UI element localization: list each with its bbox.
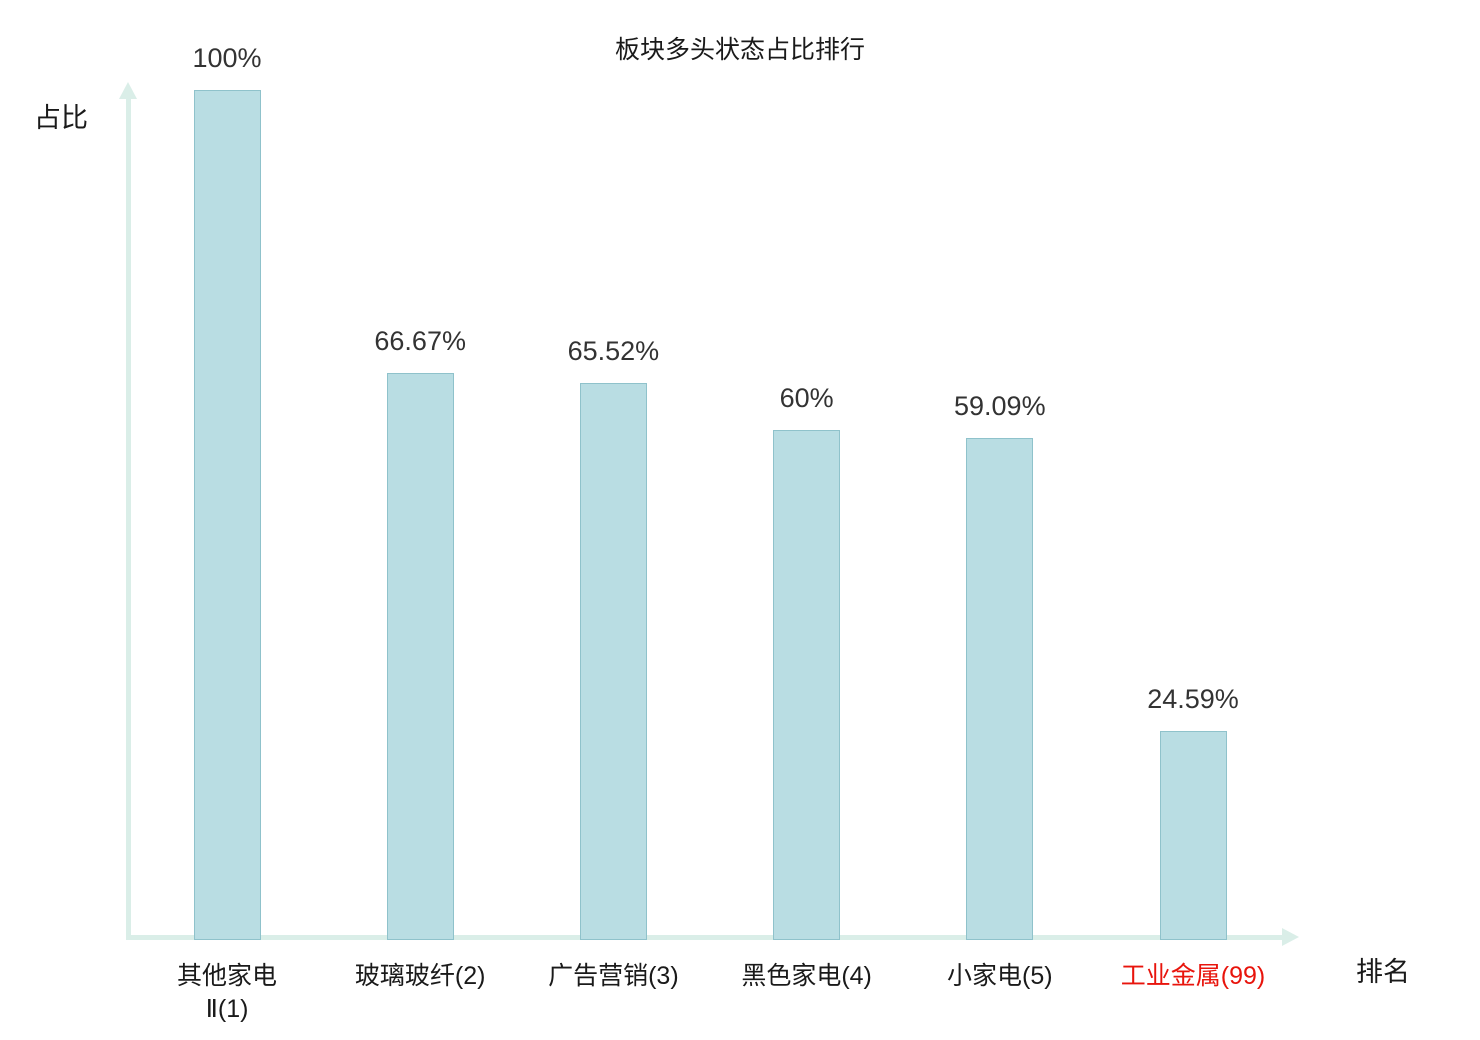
x-axis-line [126, 935, 1284, 940]
bar-category-label: 玻璃玻纤(2) [354, 962, 486, 990]
x-axis-label: 排名 [1356, 957, 1410, 987]
y-axis-arrow-icon [119, 82, 137, 99]
bar [193, 90, 261, 940]
bar-value-label: 60% [779, 383, 834, 413]
bar-value-label: 59.09% [954, 391, 1046, 421]
bar-category-label: 其他家电 Ⅱ(1) [176, 962, 277, 1023]
y-axis-label: 占比 [34, 103, 88, 133]
bar [386, 373, 454, 940]
bar [773, 430, 841, 940]
x-axis-arrow-icon [1282, 928, 1299, 946]
bar-value-label: 66.67% [374, 326, 466, 356]
bar-category-label: 广告营销(3) [548, 962, 679, 990]
chart-title: 板块多头状态占比排行 [614, 36, 865, 64]
bar-category-label: 工业金属(99) [1120, 962, 1266, 990]
bar-category-label: 黑色家电(4) [741, 962, 872, 990]
bar [966, 438, 1034, 940]
bar-category-label: 小家电(5) [947, 962, 1053, 990]
bar [1159, 731, 1227, 940]
y-axis-line [126, 98, 131, 940]
bar-value-label: 65.52% [567, 336, 660, 366]
bar-value-label: 100% [192, 43, 262, 73]
bar-value-label: 24.59% [1147, 684, 1239, 714]
bar [579, 383, 647, 940]
